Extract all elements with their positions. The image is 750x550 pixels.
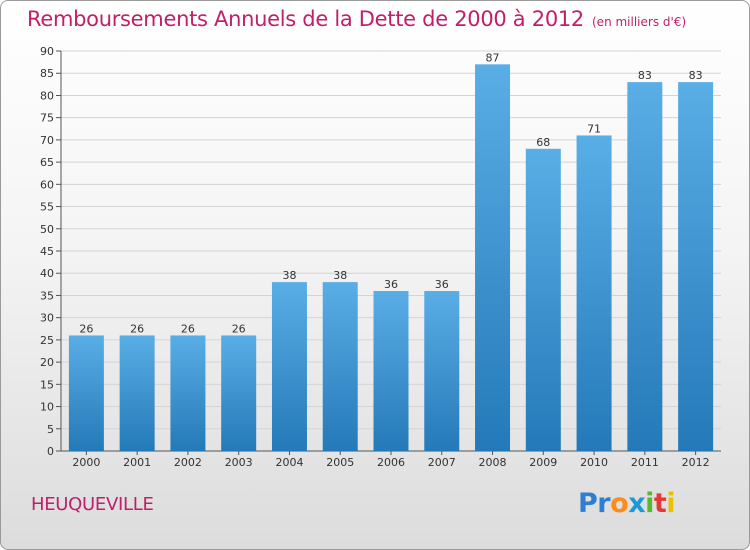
y-tick-label: 75	[40, 112, 54, 125]
y-tick-label: 50	[40, 223, 54, 236]
x-tick-label-2000: 2000	[72, 456, 100, 469]
x-tick-label-2011: 2011	[631, 456, 659, 469]
data-label-2009: 68	[536, 136, 550, 149]
y-tick-label: 80	[40, 89, 54, 102]
data-label-2010: 71	[587, 122, 601, 135]
y-tick-label: 45	[40, 245, 54, 258]
y-tick-label: 40	[40, 267, 54, 280]
data-label-2006: 36	[384, 278, 398, 291]
data-label-2004: 38	[282, 269, 296, 282]
x-tick-label-2001: 2001	[123, 456, 151, 469]
logo-letter: t	[653, 488, 667, 519]
bar-2004	[271, 282, 307, 451]
logo-letter: x	[628, 488, 646, 519]
data-label-2007: 36	[435, 278, 449, 291]
data-label-2011: 83	[638, 69, 652, 82]
logo-letter: r	[597, 488, 611, 519]
data-label-2008: 87	[486, 51, 500, 64]
data-label-2012: 83	[689, 69, 703, 82]
bar-2000	[68, 335, 104, 451]
x-tick-label-2010: 2010	[580, 456, 608, 469]
data-label-2002: 26	[181, 322, 195, 335]
x-tick-label-2005: 2005	[326, 456, 354, 469]
chart-title: Remboursements Annuels de la Dette de 20…	[27, 7, 584, 31]
data-label-2005: 38	[333, 269, 347, 282]
x-tick-label-2008: 2008	[479, 456, 507, 469]
x-tick-label-2006: 2006	[377, 456, 405, 469]
bar-2006	[373, 291, 409, 451]
data-label-2003: 26	[232, 322, 246, 335]
x-tick-label-2012: 2012	[682, 456, 710, 469]
data-label-2001: 26	[130, 322, 144, 335]
x-tick-label-2009: 2009	[529, 456, 557, 469]
y-tick-label: 55	[40, 201, 54, 214]
bar-2001	[119, 335, 155, 451]
y-tick-label: 5	[47, 423, 54, 436]
bar-2005	[322, 282, 358, 451]
bar-2011	[627, 82, 663, 451]
y-tick-label: 10	[40, 401, 54, 414]
bar-2009	[525, 148, 561, 451]
x-tick-label-2007: 2007	[428, 456, 456, 469]
y-tick-label: 85	[40, 67, 54, 80]
y-tick-label: 70	[40, 134, 54, 147]
logo-letter: i	[645, 488, 654, 519]
logo-letter: o	[610, 488, 629, 519]
data-label-2000: 26	[79, 322, 93, 335]
logo-letter: P	[578, 488, 598, 519]
y-tick-label: 90	[40, 45, 54, 58]
bar-2007	[424, 291, 460, 451]
bar-2012	[678, 82, 714, 451]
y-tick-label: 25	[40, 334, 54, 347]
proxiti-logo: Proxiti	[578, 488, 676, 519]
logo-letter: i	[666, 488, 676, 519]
x-tick-label-2003: 2003	[225, 456, 253, 469]
y-tick-label: 20	[40, 356, 54, 369]
commune-name: HEUQUEVILLE	[31, 494, 154, 515]
y-tick-label: 35	[40, 289, 54, 302]
y-tick-label: 0	[47, 445, 54, 458]
y-tick-label: 65	[40, 156, 54, 169]
chart-unit: (en milliers d'€)	[592, 15, 687, 29]
x-tick-label-2004: 2004	[275, 456, 303, 469]
title-row: Remboursements Annuels de la Dette de 20…	[27, 7, 686, 31]
bar-2003	[221, 335, 257, 451]
y-tick-label: 60	[40, 178, 54, 191]
y-tick-label: 30	[40, 312, 54, 325]
x-tick-label-2002: 2002	[174, 456, 202, 469]
bar-2008	[475, 64, 511, 452]
bar-2002	[170, 335, 206, 451]
y-tick-label: 15	[40, 378, 54, 391]
bar-2010	[576, 135, 612, 451]
